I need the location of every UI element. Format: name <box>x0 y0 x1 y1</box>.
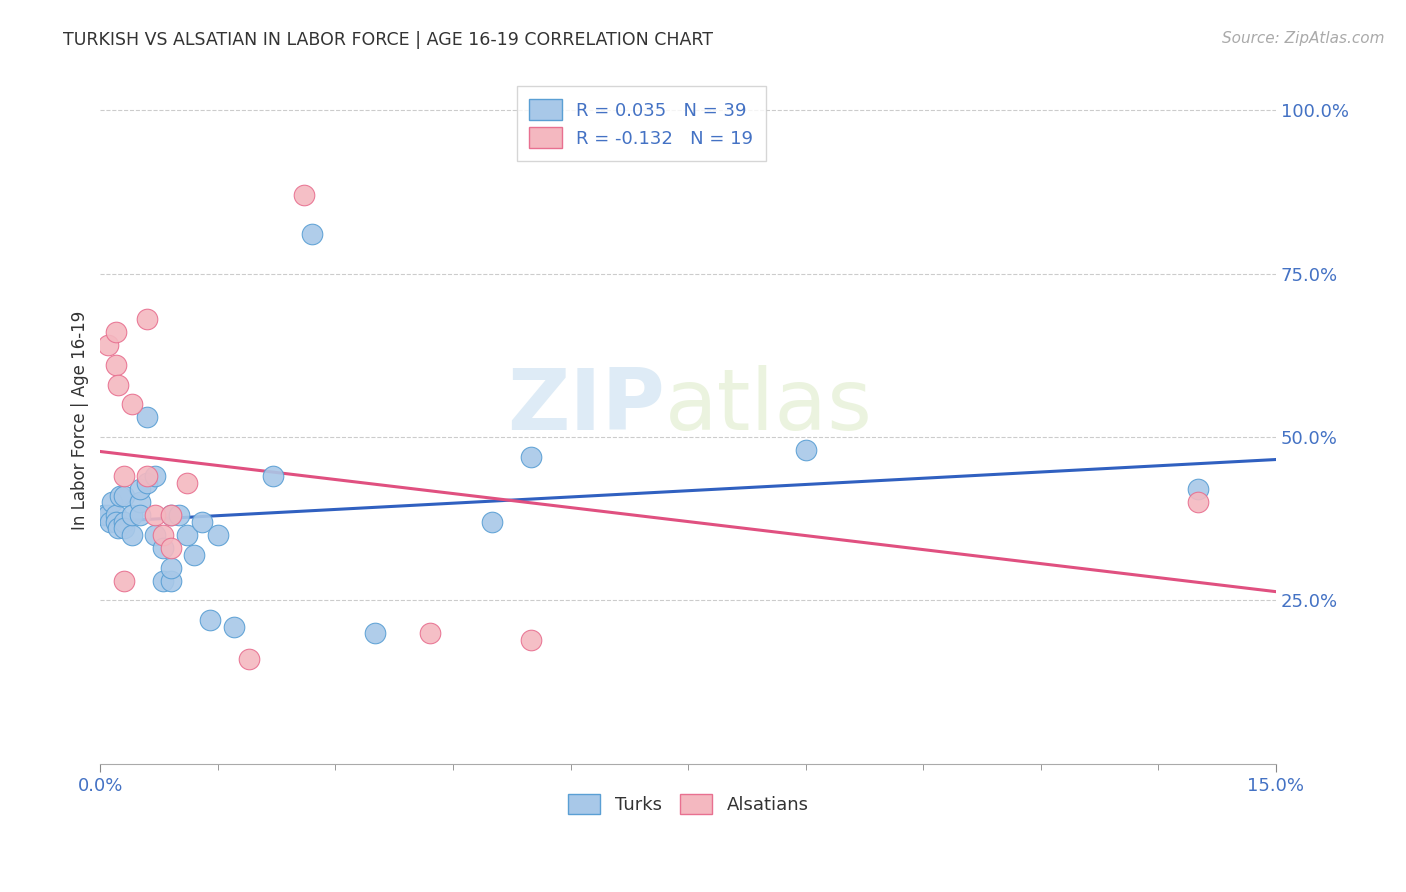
Point <box>160 574 183 588</box>
Point <box>160 560 183 574</box>
Point <box>121 528 143 542</box>
Point <box>112 521 135 535</box>
Point <box>128 483 150 497</box>
Point <box>1187 495 1209 509</box>
Point <box>481 515 503 529</box>
Point <box>121 508 143 523</box>
Point <box>136 312 159 326</box>
Point <box>152 541 174 555</box>
Point <box>105 508 128 523</box>
Point <box>112 489 135 503</box>
Point <box>301 227 323 242</box>
Point <box>121 397 143 411</box>
Point <box>176 475 198 490</box>
Point <box>101 495 124 509</box>
Point <box>97 508 120 523</box>
Point <box>160 508 183 523</box>
Point <box>794 443 817 458</box>
Point <box>198 613 221 627</box>
Point <box>136 475 159 490</box>
Point <box>176 528 198 542</box>
Point <box>112 469 135 483</box>
Point <box>363 626 385 640</box>
Point <box>143 469 166 483</box>
Point <box>105 326 128 340</box>
Text: ZIP: ZIP <box>508 366 665 449</box>
Point <box>105 515 128 529</box>
Text: TURKISH VS ALSATIAN IN LABOR FORCE | AGE 16-19 CORRELATION CHART: TURKISH VS ALSATIAN IN LABOR FORCE | AGE… <box>63 31 713 49</box>
Point <box>98 515 121 529</box>
Point <box>128 508 150 523</box>
Point <box>128 495 150 509</box>
Point <box>222 619 245 633</box>
Point <box>107 377 129 392</box>
Legend: Turks, Alsatians: Turks, Alsatians <box>558 785 818 823</box>
Point <box>238 652 260 666</box>
Point <box>136 410 159 425</box>
Point <box>112 574 135 588</box>
Text: Source: ZipAtlas.com: Source: ZipAtlas.com <box>1222 31 1385 46</box>
Point <box>143 508 166 523</box>
Point <box>1187 483 1209 497</box>
Point <box>152 528 174 542</box>
Point <box>112 515 135 529</box>
Point <box>262 469 284 483</box>
Point <box>520 450 543 464</box>
Text: atlas: atlas <box>665 366 873 449</box>
Point <box>108 489 131 503</box>
Point <box>160 541 183 555</box>
Point <box>93 508 115 523</box>
Point <box>97 338 120 352</box>
Point <box>520 632 543 647</box>
Y-axis label: In Labor Force | Age 16-19: In Labor Force | Age 16-19 <box>72 311 89 530</box>
Point <box>107 521 129 535</box>
Point <box>191 515 214 529</box>
Point <box>167 508 190 523</box>
Point <box>143 528 166 542</box>
Point <box>160 508 183 523</box>
Point <box>136 469 159 483</box>
Point <box>207 528 229 542</box>
Point <box>152 574 174 588</box>
Point <box>105 358 128 372</box>
Point <box>418 626 440 640</box>
Point <box>292 188 315 202</box>
Point <box>183 548 205 562</box>
